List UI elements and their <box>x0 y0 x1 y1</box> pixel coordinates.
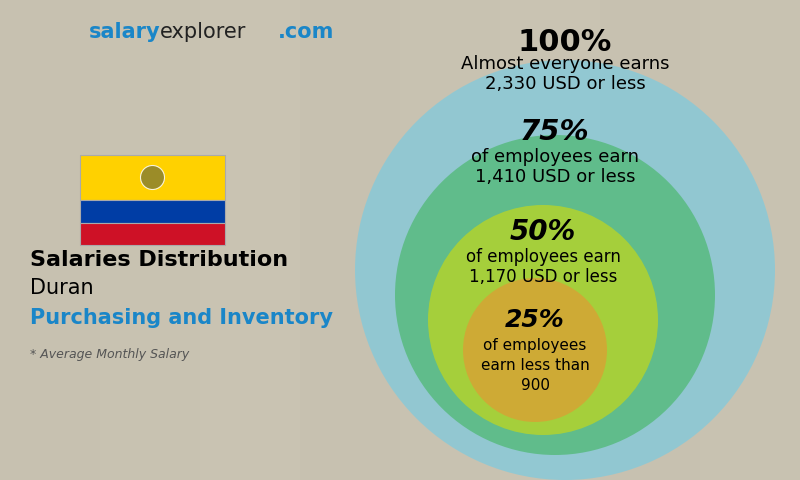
Text: Duran: Duran <box>30 278 94 298</box>
Circle shape <box>463 278 607 422</box>
Circle shape <box>355 60 775 480</box>
Text: 900: 900 <box>521 378 550 393</box>
Bar <box>200 0 300 480</box>
Text: of employees: of employees <box>483 338 586 353</box>
Bar <box>0 0 100 480</box>
Text: 75%: 75% <box>520 118 590 146</box>
Text: Purchasing and Inventory: Purchasing and Inventory <box>30 308 333 328</box>
Text: Salaries Distribution: Salaries Distribution <box>30 250 288 270</box>
Text: .com: .com <box>278 22 334 42</box>
Text: 50%: 50% <box>510 218 576 246</box>
Circle shape <box>428 205 658 435</box>
Circle shape <box>141 166 165 190</box>
Text: explorer: explorer <box>160 22 246 42</box>
Bar <box>700 0 800 480</box>
Bar <box>100 0 200 480</box>
Text: 1,170 USD or less: 1,170 USD or less <box>469 268 617 286</box>
Bar <box>600 0 700 480</box>
Text: earn less than: earn less than <box>481 358 590 373</box>
Text: 2,330 USD or less: 2,330 USD or less <box>485 75 646 93</box>
Bar <box>80 223 225 245</box>
Text: Almost everyone earns: Almost everyone earns <box>461 55 670 73</box>
Bar <box>80 200 225 223</box>
Text: of employees earn: of employees earn <box>471 148 639 166</box>
Text: salary: salary <box>88 22 160 42</box>
Bar <box>300 0 400 480</box>
Circle shape <box>395 135 715 455</box>
Text: 25%: 25% <box>505 308 565 332</box>
Text: * Average Monthly Salary: * Average Monthly Salary <box>30 348 190 361</box>
Text: 100%: 100% <box>518 28 612 57</box>
Bar <box>500 0 600 480</box>
Text: of employees earn: of employees earn <box>466 248 621 266</box>
Bar <box>400 0 500 480</box>
Text: 1,410 USD or less: 1,410 USD or less <box>474 168 635 186</box>
Bar <box>80 155 225 200</box>
